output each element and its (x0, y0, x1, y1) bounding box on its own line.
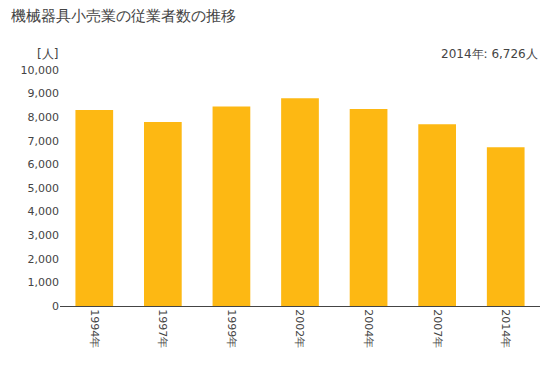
svg-text:4,000: 4,000 (28, 205, 60, 218)
svg-text:10,000: 10,000 (21, 64, 60, 77)
svg-text:0: 0 (52, 300, 59, 313)
svg-text:5,000: 5,000 (28, 182, 60, 195)
svg-text:2,000: 2,000 (28, 253, 60, 266)
svg-text:9,000: 9,000 (28, 87, 60, 100)
svg-text:3,000: 3,000 (28, 229, 60, 242)
svg-text:2014年: 2014年 (499, 309, 512, 348)
svg-text:1994年: 1994年 (88, 309, 101, 348)
svg-text:7,000: 7,000 (28, 135, 60, 148)
svg-text:8,000: 8,000 (28, 111, 60, 124)
svg-text:2014年: 6,726人: 2014年: 6,726人 (441, 47, 538, 61)
svg-text:[人]: [人] (37, 47, 58, 61)
svg-text:1999年: 1999年 (225, 309, 238, 348)
svg-text:機械器具小売業の従業者数の推移: 機械器具小売業の従業者数の推移 (11, 7, 236, 25)
svg-text:1,000: 1,000 (28, 276, 60, 289)
svg-text:6,000: 6,000 (28, 158, 60, 171)
svg-text:2007年: 2007年 (431, 309, 444, 348)
svg-text:2004年: 2004年 (362, 309, 375, 348)
svg-text:2002年: 2002年 (293, 309, 306, 348)
svg-text:1997年: 1997年 (156, 309, 169, 348)
